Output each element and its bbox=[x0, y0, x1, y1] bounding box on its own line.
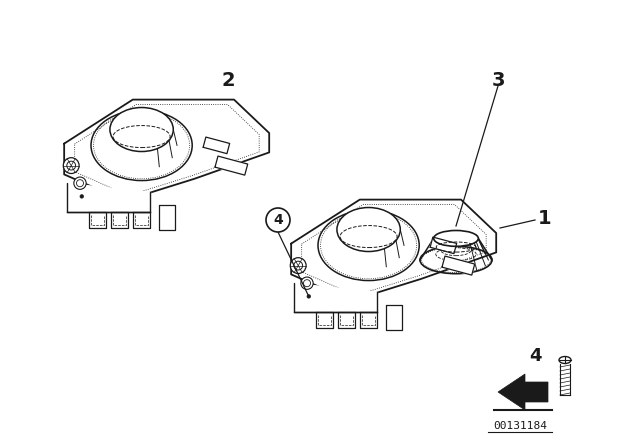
Text: 1: 1 bbox=[538, 208, 552, 228]
Ellipse shape bbox=[434, 230, 478, 246]
Polygon shape bbox=[338, 312, 355, 328]
Ellipse shape bbox=[420, 246, 492, 274]
Text: 3: 3 bbox=[492, 70, 505, 90]
Ellipse shape bbox=[110, 108, 173, 151]
Polygon shape bbox=[111, 212, 129, 228]
Text: 2: 2 bbox=[221, 70, 235, 90]
Polygon shape bbox=[291, 200, 496, 301]
Circle shape bbox=[291, 258, 306, 274]
Circle shape bbox=[80, 194, 84, 198]
Polygon shape bbox=[133, 212, 150, 228]
Polygon shape bbox=[442, 256, 475, 275]
Polygon shape bbox=[386, 305, 402, 330]
Polygon shape bbox=[294, 283, 378, 312]
Text: 4: 4 bbox=[529, 347, 541, 365]
Polygon shape bbox=[64, 99, 269, 201]
Circle shape bbox=[63, 158, 79, 173]
Circle shape bbox=[307, 295, 310, 298]
Text: 4: 4 bbox=[273, 213, 283, 227]
Circle shape bbox=[266, 208, 290, 232]
Circle shape bbox=[301, 277, 313, 289]
Polygon shape bbox=[498, 374, 548, 410]
Circle shape bbox=[74, 177, 86, 190]
Polygon shape bbox=[215, 156, 248, 175]
Polygon shape bbox=[360, 312, 378, 328]
Polygon shape bbox=[89, 212, 106, 228]
Ellipse shape bbox=[559, 357, 571, 363]
Text: 00131184: 00131184 bbox=[493, 421, 547, 431]
Ellipse shape bbox=[337, 207, 400, 251]
Polygon shape bbox=[430, 237, 457, 254]
Polygon shape bbox=[67, 183, 150, 212]
Polygon shape bbox=[159, 205, 175, 230]
Polygon shape bbox=[203, 137, 230, 154]
Polygon shape bbox=[316, 312, 333, 328]
